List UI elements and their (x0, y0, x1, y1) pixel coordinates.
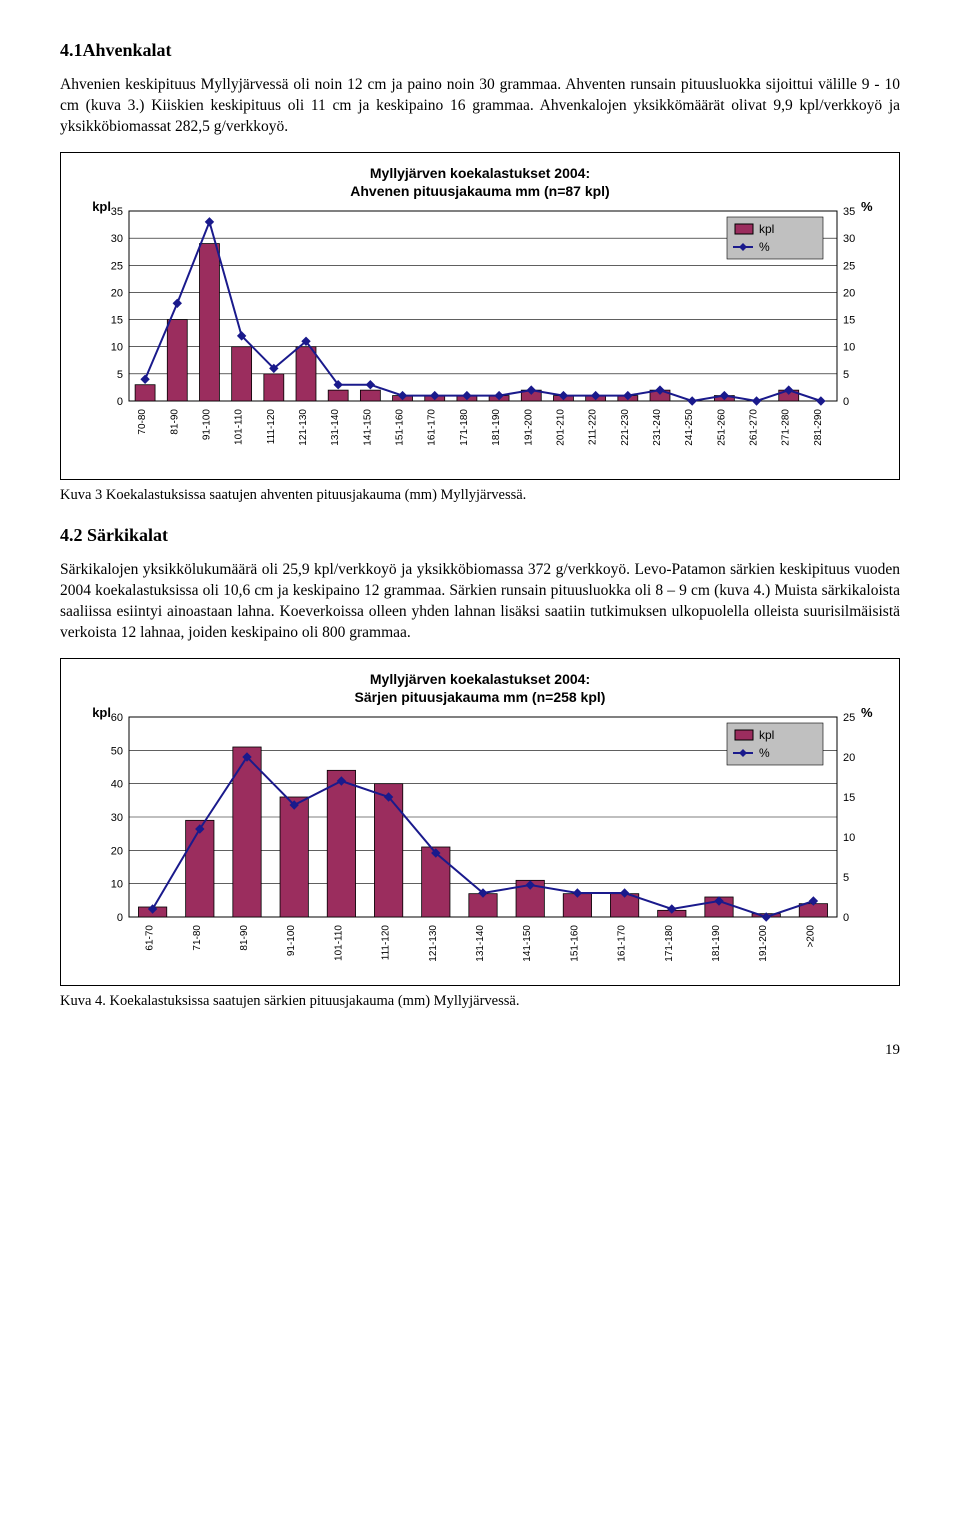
svg-text:10: 10 (843, 832, 855, 844)
svg-text:5: 5 (843, 872, 849, 884)
svg-text:221-230: 221-230 (620, 408, 631, 445)
svg-text:0: 0 (117, 912, 123, 924)
svg-text:211-220: 211-220 (588, 408, 599, 444)
figure-caption: Kuva 4. Koekalastuksissa saatujen särkie… (60, 992, 900, 1012)
svg-text:181-190: 181-190 (711, 925, 722, 962)
svg-text:>200: >200 (805, 925, 816, 948)
svg-text:10: 10 (843, 341, 855, 353)
svg-text:181-190: 181-190 (491, 408, 502, 445)
svg-text:121-130: 121-130 (428, 925, 439, 962)
svg-text:261-270: 261-270 (749, 408, 760, 445)
chart-svg: 0 10 20 30 40 50 60 0 5 10 15 20 25 kpl% 61-70 71-80 81-… (81, 707, 881, 977)
svg-text:191-200: 191-200 (758, 925, 769, 962)
svg-text:%: % (861, 201, 873, 214)
chart-container: Myllyjärven koekalastukset 2004: Särjen … (60, 658, 900, 986)
svg-text:25: 25 (843, 260, 855, 272)
svg-text:161-170: 161-170 (427, 408, 438, 445)
svg-text:111-120: 111-120 (266, 408, 277, 444)
svg-text:20: 20 (843, 287, 855, 299)
svg-text:70-80: 70-80 (137, 408, 148, 434)
svg-text:50: 50 (111, 745, 123, 757)
svg-text:60: 60 (111, 712, 123, 724)
chart-container: Myllyjärven koekalastukset 2004: Ahvenen… (60, 152, 900, 480)
svg-text:15: 15 (843, 792, 855, 804)
svg-text:251-260: 251-260 (716, 408, 727, 445)
chart-title-line1: Myllyjärven koekalastukset 2004: (81, 165, 879, 181)
chart-title-line2: Ahvenen pituusjakauma mm (n=87 kpl) (81, 183, 879, 199)
svg-text:25: 25 (111, 260, 123, 272)
svg-text:30: 30 (111, 812, 123, 824)
svg-text:30: 30 (843, 233, 855, 245)
section-heading: 4.2 Särkikalat (60, 525, 900, 546)
svg-text:271-280: 271-280 (781, 408, 792, 445)
svg-text:121-130: 121-130 (298, 408, 309, 445)
svg-text:141-150: 141-150 (362, 408, 373, 445)
svg-text:20: 20 (111, 845, 123, 857)
svg-text:20: 20 (111, 287, 123, 299)
svg-text:kpl: kpl (759, 222, 774, 236)
svg-text:161-170: 161-170 (617, 925, 628, 962)
svg-text:171-180: 171-180 (664, 925, 675, 962)
svg-text:131-140: 131-140 (330, 408, 341, 445)
svg-text:231-240: 231-240 (652, 408, 663, 445)
svg-text:101-110: 101-110 (234, 408, 245, 444)
svg-text:0: 0 (843, 912, 849, 924)
svg-text:101-110: 101-110 (333, 925, 344, 961)
svg-text:0: 0 (843, 396, 849, 408)
svg-text:35: 35 (843, 206, 855, 218)
chart-title-line1: Myllyjärven koekalastukset 2004: (81, 671, 879, 687)
svg-text:5: 5 (843, 369, 849, 381)
svg-text:151-160: 151-160 (569, 925, 580, 962)
svg-text:kpl: kpl (759, 728, 774, 742)
svg-text:40: 40 (111, 779, 123, 791)
figure-caption: Kuva 3 Koekalastuksissa saatujen ahvente… (60, 486, 900, 506)
svg-text:91-100: 91-100 (201, 408, 212, 440)
svg-text:61-70: 61-70 (145, 925, 156, 951)
svg-text:20: 20 (843, 752, 855, 764)
chart-title-line2: Särjen pituusjakauma mm (n=258 kpl) (81, 689, 879, 705)
svg-text:15: 15 (843, 314, 855, 326)
svg-text:30: 30 (111, 233, 123, 245)
body-paragraph: Särkikalojen yksikkölukumäärä oli 25,9 k… (60, 560, 900, 644)
svg-text:281-290: 281-290 (813, 408, 824, 445)
svg-text:0: 0 (117, 396, 123, 408)
svg-text:%: % (861, 707, 873, 720)
svg-text:kpl: kpl (92, 707, 111, 720)
svg-text:111-120: 111-120 (381, 925, 392, 961)
page-number: 19 (60, 1042, 900, 1059)
svg-text:5: 5 (117, 369, 123, 381)
svg-text:141-150: 141-150 (522, 925, 533, 962)
svg-text:151-160: 151-160 (395, 408, 406, 445)
svg-text:171-180: 171-180 (459, 408, 470, 445)
svg-text:241-250: 241-250 (684, 408, 695, 445)
svg-text:10: 10 (111, 341, 123, 353)
svg-text:15: 15 (111, 314, 123, 326)
body-paragraph: Ahvenien keskipituus Myllyjärvessä oli n… (60, 75, 900, 138)
svg-text:201-210: 201-210 (555, 408, 566, 445)
svg-text:10: 10 (111, 879, 123, 891)
svg-text:35: 35 (111, 206, 123, 218)
svg-text:81-90: 81-90 (239, 925, 250, 951)
chart-svg: 0055101015152020252530303535kpl%70-8081-… (81, 201, 881, 471)
svg-text:kpl: kpl (92, 201, 111, 214)
svg-text:191-200: 191-200 (523, 408, 534, 445)
svg-text:71-80: 71-80 (192, 925, 203, 951)
section-heading: 4.1Ahvenkalat (60, 40, 900, 61)
svg-text:131-140: 131-140 (475, 925, 486, 962)
svg-text:25: 25 (843, 712, 855, 724)
svg-text:%: % (759, 746, 770, 760)
svg-text:%: % (759, 240, 770, 254)
svg-text:81-90: 81-90 (169, 408, 180, 434)
svg-text:91-100: 91-100 (286, 925, 297, 957)
